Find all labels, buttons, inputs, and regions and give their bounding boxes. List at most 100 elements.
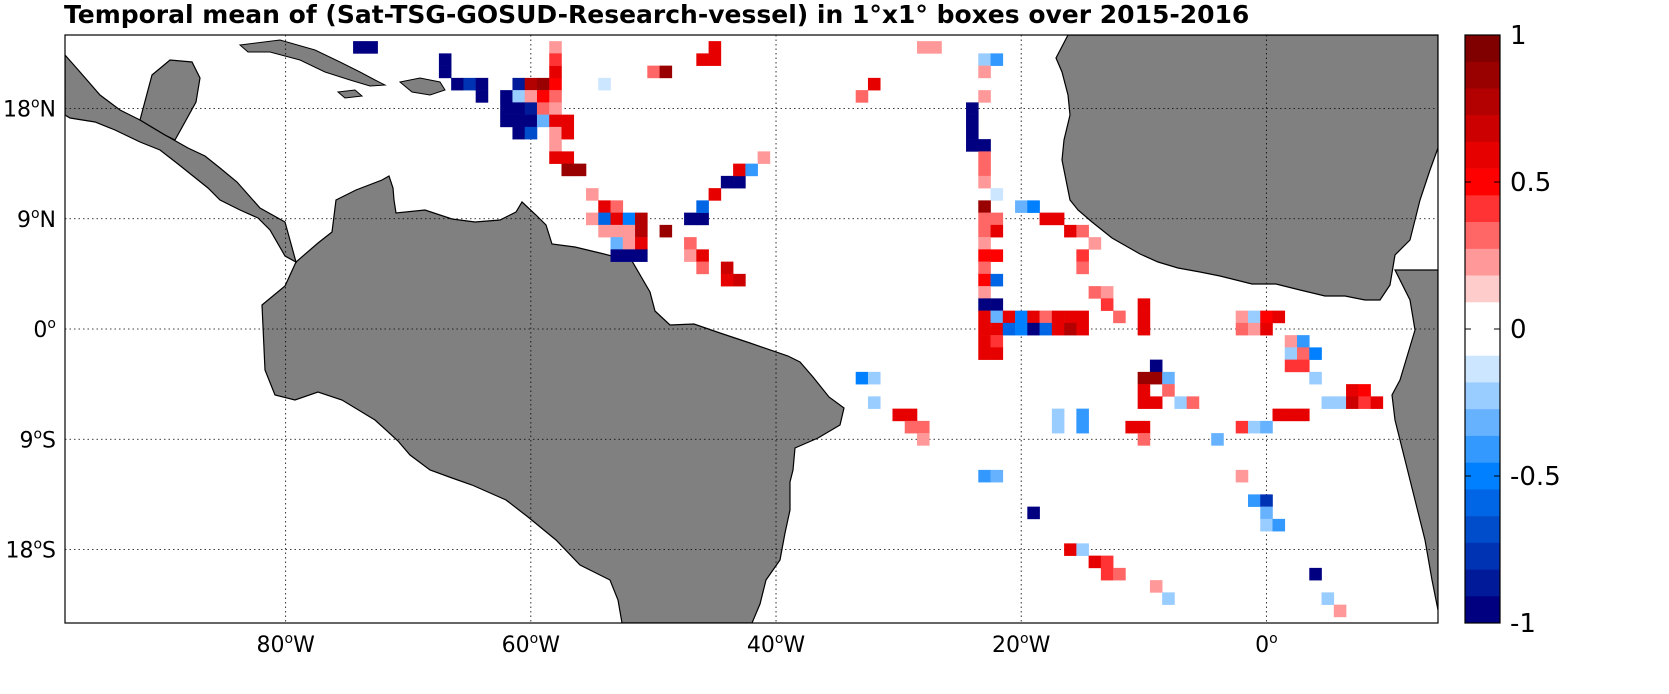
heatmap-cell: [708, 53, 722, 66]
heatmap-cell: [1051, 212, 1065, 226]
heatmap-cell: [1064, 543, 1077, 556]
heatmap-cell: [1064, 322, 1077, 336]
land-south-america: [261, 175, 845, 623]
heatmap-cell: [684, 237, 697, 250]
heatmap-cell: [1027, 200, 1040, 213]
heatmap-cell: [708, 41, 722, 54]
heatmap-cell: [610, 249, 624, 262]
heatmap-cell: [757, 151, 771, 164]
heatmap-cell: [745, 163, 758, 177]
heatmap-cell: [549, 53, 562, 66]
heatmap-cell: [524, 102, 538, 115]
heatmap-cell: [978, 261, 991, 275]
heatmap-cell: [966, 126, 979, 140]
heatmap-cell: [1321, 396, 1335, 409]
heatmap-cell: [978, 200, 991, 213]
heatmap-cell: [916, 420, 930, 434]
heatmap-cell: [1088, 237, 1102, 250]
heatmap-cell: [1100, 555, 1114, 569]
heatmap-cell: [1076, 261, 1089, 275]
heatmap-cell: [990, 347, 1004, 360]
colorbar-segment: [1465, 489, 1500, 517]
heatmap-cell: [904, 408, 918, 422]
heatmap-cell: [1100, 298, 1114, 311]
colorbar-segment: [1465, 596, 1500, 624]
heatmap-cell: [1260, 420, 1273, 434]
heatmap-cell: [1149, 396, 1163, 409]
colorbar-segment: [1465, 248, 1500, 276]
heatmap-cell: [1211, 433, 1224, 446]
heatmap-cell: [1247, 420, 1261, 434]
heatmap-cell: [549, 77, 562, 91]
heatmap-cell: [1125, 420, 1138, 434]
heatmap-cell: [1247, 310, 1261, 324]
heatmap-cell: [1260, 494, 1273, 507]
heatmap-cell: [549, 65, 562, 79]
heatmap-cell: [1284, 408, 1298, 422]
heatmap-cell: [610, 237, 624, 250]
heatmap-cell: [1272, 310, 1286, 324]
heatmap-cells: [353, 41, 1384, 618]
heatmap-cell: [1174, 396, 1187, 409]
heatmap-cell: [916, 41, 930, 54]
heatmap-cell: [966, 114, 979, 128]
heatmap-cell: [978, 139, 991, 152]
heatmap-cell: [1137, 420, 1151, 434]
heatmap-cell: [978, 335, 991, 348]
heatmap-cell: [1149, 371, 1163, 385]
heatmap-cell: [978, 249, 991, 262]
heatmap-cell: [610, 224, 624, 238]
heatmap-cell: [524, 126, 538, 140]
heatmap-cell: [1137, 310, 1151, 324]
colorbar-segment: [1465, 355, 1500, 383]
heatmap-cell: [1346, 384, 1359, 397]
heatmap-cell: [1358, 384, 1371, 397]
heatmap-cell: [561, 151, 575, 164]
heatmap-cell: [1064, 224, 1077, 238]
colorbar-segment: [1465, 435, 1500, 463]
heatmap-cell: [1039, 322, 1053, 336]
colorbar-segment: [1465, 141, 1500, 169]
heatmap-cell: [1064, 310, 1077, 324]
colorbar-label: 0.5: [1510, 168, 1551, 198]
colorbar-label: 0: [1510, 315, 1527, 345]
heatmap-cell: [696, 200, 709, 213]
heatmap-cell: [524, 90, 538, 103]
heatmap-cell: [1137, 371, 1151, 385]
heatmap-cell: [1321, 592, 1335, 605]
heatmap-cell: [549, 139, 562, 152]
heatmap-cell: [1113, 310, 1126, 324]
heatmap-cell: [1002, 322, 1016, 336]
land-hispaniola: [398, 77, 446, 96]
heatmap-cell: [720, 175, 734, 189]
lon-tick-label: 60oW: [502, 631, 561, 658]
heatmap-cell: [1370, 396, 1384, 409]
heatmap-cell: [1076, 543, 1089, 556]
heatmap-cell: [1027, 506, 1040, 520]
heatmap-cell: [598, 224, 611, 238]
heatmap-cell: [720, 261, 734, 275]
heatmap-cell: [978, 90, 991, 103]
heatmap-cell: [990, 335, 1004, 348]
lat-tick-label: 18oS: [5, 537, 56, 564]
heatmap-cell: [1235, 310, 1249, 324]
colorbar-label: 1: [1510, 21, 1527, 51]
heatmap-cell: [1309, 347, 1322, 360]
heatmap-cell: [978, 163, 991, 177]
heatmap-cell: [978, 224, 991, 238]
heatmap-cell: [1027, 322, 1040, 336]
heatmap-cell: [1076, 249, 1089, 262]
heatmap-cell: [1051, 322, 1065, 336]
colorbar-segment: [1465, 569, 1500, 597]
heatmap-cell: [1076, 408, 1089, 422]
heatmap-cell: [1088, 286, 1102, 299]
heatmap-cell: [635, 212, 648, 226]
heatmap-cell: [512, 126, 526, 140]
heatmap-cell: [966, 139, 979, 152]
heatmap-cell: [1137, 322, 1151, 336]
heatmap-cell: [1260, 322, 1273, 336]
heatmap-cell: [1247, 322, 1261, 336]
colorbar-segment: [1465, 88, 1500, 116]
heatmap-cell: [512, 90, 526, 103]
land-southern-africa: [1391, 269, 1438, 611]
